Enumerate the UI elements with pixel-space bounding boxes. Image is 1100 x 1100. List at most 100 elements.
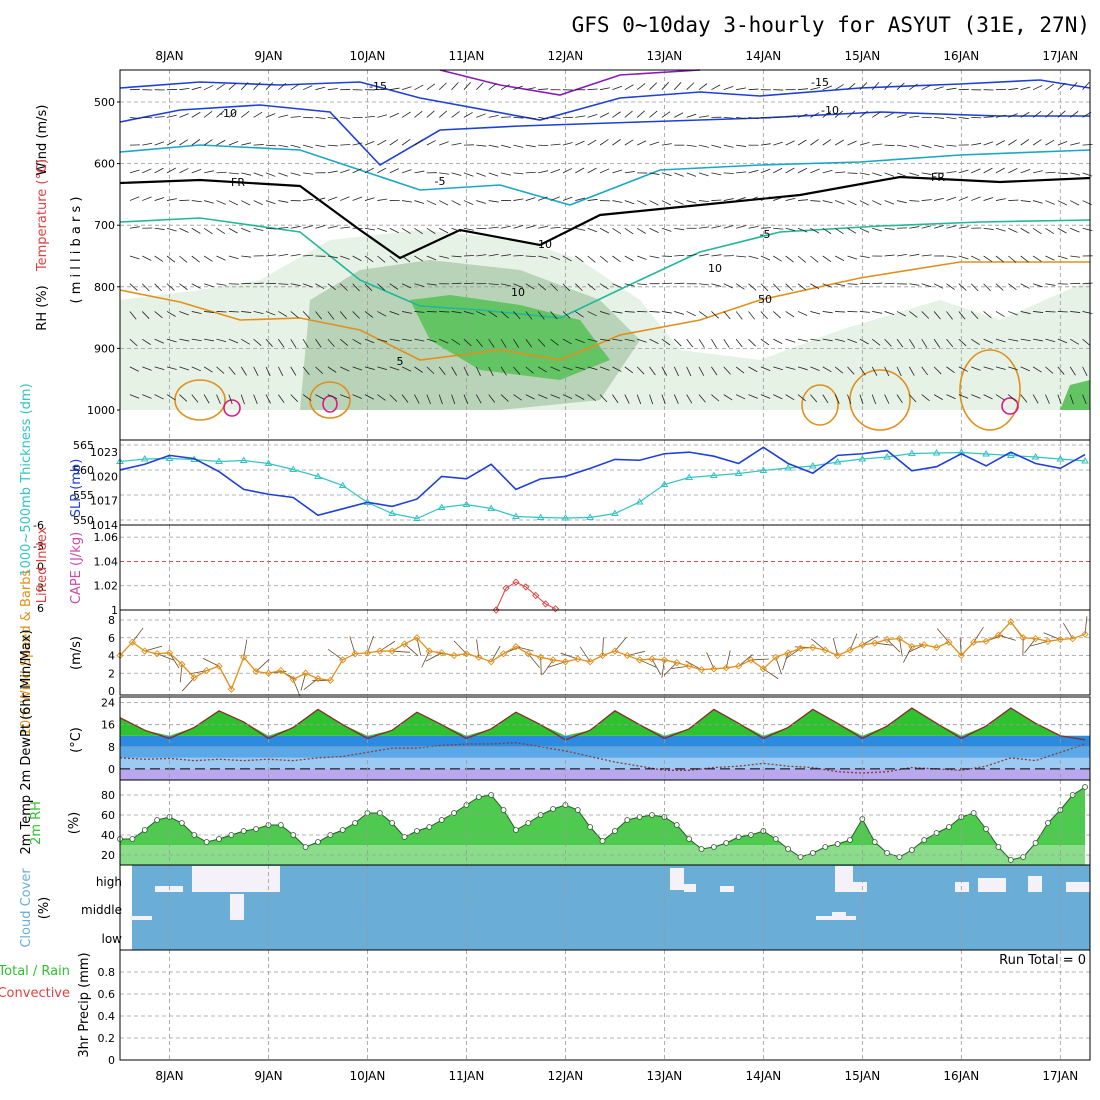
cloud-level-label: high bbox=[96, 875, 122, 889]
wind-barb bbox=[377, 114, 388, 118]
wind-barb bbox=[921, 84, 931, 91]
wind-barb bbox=[1069, 110, 1079, 118]
wind-barb bbox=[1070, 255, 1081, 258]
rh-point bbox=[785, 846, 792, 852]
cape-ytick: 1 bbox=[111, 604, 118, 617]
wind-barb bbox=[1045, 394, 1050, 404]
thickness-point bbox=[586, 513, 595, 520]
upper-wind-label: Wind (m/s) bbox=[35, 105, 50, 176]
wind-barb bbox=[575, 140, 585, 146]
wind-speed-point bbox=[499, 650, 508, 658]
wind-barb bbox=[550, 117, 561, 119]
wind-barb bbox=[364, 311, 374, 318]
wind-barb bbox=[550, 366, 560, 372]
wind-barb bbox=[302, 338, 309, 348]
wind-barb bbox=[884, 112, 894, 118]
wind-barb bbox=[414, 283, 425, 287]
li-ytick: -3 bbox=[33, 540, 44, 553]
wind-barb bbox=[389, 139, 399, 146]
wind-barb bbox=[1020, 111, 1030, 118]
wind-speed-point bbox=[1069, 635, 1077, 643]
thickness-point bbox=[635, 498, 644, 505]
wind-barb bbox=[1057, 338, 1068, 344]
wind-barb bbox=[736, 87, 747, 91]
cloud-gap bbox=[130, 916, 152, 920]
upper-ytick: 700 bbox=[94, 219, 115, 232]
wind-barb bbox=[488, 283, 499, 286]
wind-barb bbox=[1045, 283, 1056, 286]
wind-barb bbox=[327, 170, 338, 174]
wind-speed-point bbox=[438, 649, 446, 657]
wind-barb bbox=[723, 172, 734, 174]
wind-barb bbox=[538, 394, 548, 399]
wind-barb bbox=[723, 198, 734, 201]
wind-barb bbox=[352, 196, 363, 201]
thickness-point bbox=[660, 480, 669, 487]
wind-barb bbox=[971, 168, 981, 174]
wind-barb bbox=[500, 84, 510, 91]
wind-barb bbox=[352, 168, 362, 174]
wind-barb bbox=[538, 88, 549, 91]
wind-barb bbox=[515, 646, 534, 652]
wind-barb bbox=[797, 88, 809, 91]
wind-barb bbox=[711, 311, 719, 319]
wind-barb bbox=[339, 283, 348, 291]
wind-barb bbox=[154, 338, 164, 344]
wind-barb bbox=[426, 83, 436, 91]
wind-barb bbox=[191, 200, 202, 203]
wind-barb bbox=[624, 200, 635, 205]
wind-barb bbox=[661, 311, 672, 314]
wind-barb bbox=[1069, 338, 1079, 345]
wind-barb bbox=[228, 394, 233, 405]
wind-barb bbox=[439, 200, 449, 206]
panel-frame bbox=[119, 524, 1091, 611]
rh-point bbox=[376, 810, 383, 816]
rh-point bbox=[710, 844, 717, 850]
wind-barb bbox=[674, 254, 685, 257]
li-ytick: 0 bbox=[37, 561, 44, 574]
wind-barb bbox=[1069, 366, 1076, 376]
wind-speed-point bbox=[388, 647, 396, 655]
li-ytick: 3 bbox=[37, 581, 44, 594]
wind-barb bbox=[500, 283, 511, 287]
dewpt-line bbox=[119, 741, 1086, 774]
slp-ytick: 1023 bbox=[90, 446, 118, 459]
cape-point bbox=[512, 578, 520, 586]
wind-barb bbox=[686, 200, 697, 204]
wind10m-label: 10m Wind Speed & Barbs bbox=[19, 570, 34, 737]
wind-barb bbox=[265, 82, 274, 90]
wind-barb bbox=[463, 112, 473, 118]
wind-barb bbox=[661, 366, 668, 376]
wind-speed-point bbox=[475, 653, 483, 661]
wind-barb bbox=[401, 139, 411, 146]
thickness-point bbox=[165, 454, 174, 461]
cloud-gap bbox=[835, 866, 853, 892]
slp-ytick: 1014 bbox=[90, 519, 118, 532]
wind-barb bbox=[228, 82, 237, 90]
wind-barb bbox=[265, 144, 276, 147]
wind-barb bbox=[315, 117, 326, 120]
rh-point bbox=[1045, 820, 1051, 826]
wind-barb bbox=[1082, 143, 1093, 146]
wind-barb bbox=[451, 142, 462, 146]
wind-barb bbox=[871, 394, 877, 405]
cloud-gap bbox=[816, 916, 856, 920]
wind-barb bbox=[1032, 111, 1042, 118]
wind-barb bbox=[1008, 139, 1017, 146]
wind-barb bbox=[129, 226, 140, 229]
wind-speed-point bbox=[722, 664, 730, 672]
wind-barb bbox=[290, 311, 299, 319]
wind-barb bbox=[797, 227, 808, 233]
wind-speed-point bbox=[759, 665, 768, 673]
wind-barb bbox=[587, 366, 598, 371]
date-label-top: 9JAN bbox=[254, 49, 282, 63]
warm-contour bbox=[959, 349, 1021, 431]
thickness-point bbox=[982, 450, 990, 457]
li-ytick: -6 bbox=[33, 519, 44, 532]
wind-barb bbox=[998, 634, 1016, 641]
rh-point bbox=[426, 824, 433, 830]
wind-barb bbox=[909, 253, 920, 257]
wind-barb bbox=[488, 83, 497, 90]
wind-barb bbox=[426, 255, 437, 261]
wind-barb bbox=[822, 283, 833, 288]
